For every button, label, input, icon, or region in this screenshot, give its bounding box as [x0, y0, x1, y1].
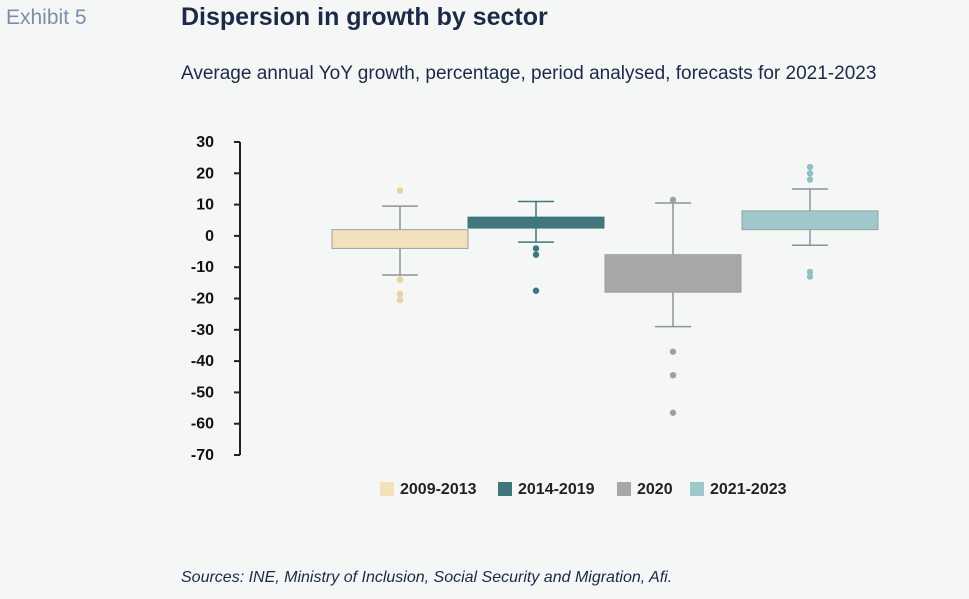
- y-tick-label: -10: [191, 259, 214, 276]
- legend-item-2021-2023: 2021-2023: [690, 481, 787, 498]
- y-tick-label: 10: [196, 197, 214, 214]
- legend-item-2020: 2020: [617, 481, 673, 498]
- outlier-point: [396, 290, 404, 298]
- chart-title: Dispersion in growth by sector: [181, 3, 548, 31]
- y-tick-label: 20: [196, 165, 214, 182]
- outlier-point: [806, 163, 814, 171]
- y-tick-label: -30: [191, 322, 214, 339]
- outlier-point: [669, 348, 677, 355]
- box-body: [741, 210, 879, 231]
- outlier-point: [532, 287, 540, 294]
- outlier-point: [532, 251, 540, 258]
- legend-swatch: [380, 482, 394, 496]
- outlier-point: [806, 273, 814, 280]
- legend-swatch: [498, 482, 512, 496]
- y-tick-label: 0: [205, 228, 214, 245]
- source-note: Sources: INE, Ministry of Inclusion, Soc…: [181, 569, 673, 586]
- legend-label: 2021-2023: [710, 481, 787, 498]
- outlier-point: [396, 187, 404, 194]
- y-tick-label: -40: [191, 353, 214, 370]
- outlier-point: [806, 176, 814, 183]
- exhibit-label: Exhibit 5: [6, 6, 87, 29]
- outlier-point: [806, 170, 814, 177]
- legend-label: 2009-2013: [400, 481, 477, 498]
- legend: 2009-2013 2014-2019 2020 2021-2023: [380, 481, 787, 498]
- outlier-point: [396, 296, 404, 304]
- legend-swatch: [617, 482, 631, 496]
- outlier-point: [669, 196, 677, 204]
- box-2020: [604, 196, 742, 416]
- outlier-point: [532, 245, 540, 252]
- legend-swatch: [690, 482, 704, 496]
- y-tick-label: -50: [191, 384, 214, 401]
- legend-item-2009-2013: 2009-2013: [380, 481, 477, 498]
- legend-label: 2014-2019: [518, 481, 595, 498]
- box-2014-2019: [467, 200, 605, 294]
- outlier-point: [669, 409, 677, 416]
- legend-item-2014-2019: 2014-2019: [498, 481, 595, 498]
- outlier-point: [396, 276, 404, 283]
- box-2009-2013: [331, 187, 469, 304]
- box-body: [331, 229, 469, 249]
- chart-subtitle: Average annual YoY growth, percentage, p…: [181, 63, 877, 84]
- plot-area: [331, 163, 879, 416]
- box-body: [604, 254, 742, 293]
- y-tick-label: -70: [191, 447, 214, 464]
- y-tick-label: -20: [191, 291, 214, 308]
- box-2021-2023: [741, 163, 879, 280]
- y-tick-label: 30: [196, 134, 214, 151]
- y-tick-label: -60: [191, 416, 214, 433]
- y-axis: 30 20 10 0 -10 -20 -30 -40 -50 -60 -70: [191, 134, 241, 464]
- legend-label: 2020: [637, 481, 673, 498]
- box-body: [467, 216, 605, 229]
- outlier-point: [806, 268, 814, 276]
- outlier-point: [669, 371, 677, 379]
